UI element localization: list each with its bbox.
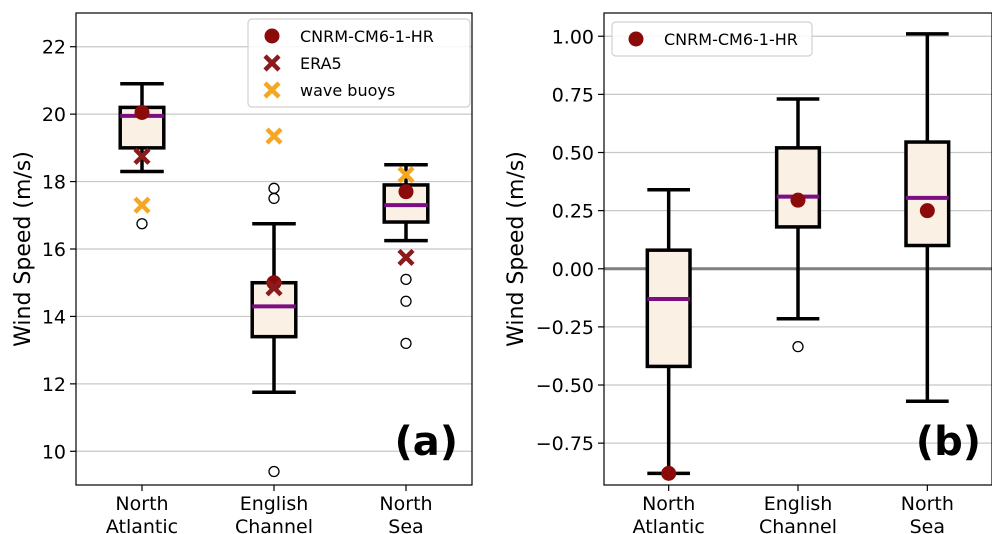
legend-label: CNRM-CM6-1-HR: [300, 27, 434, 46]
panel-a-ytick-label: 22: [42, 37, 66, 59]
box-iqr: [904, 140, 951, 248]
panel-b-ytick-label: 0.75: [552, 84, 594, 106]
panel-a-point-x-stroke-2: [133, 196, 151, 214]
panel-b-xtick-label: North Sea: [901, 493, 954, 534]
panel-a-point-circle: [398, 184, 414, 200]
legend-marker: [263, 81, 281, 99]
legend-label: ERA5: [300, 54, 342, 73]
panel-a-xtick-label-line: North: [115, 493, 168, 515]
outlier-point: [400, 337, 412, 350]
panel-a-legend: CNRM-CM6-1-HR ERA5 wave buoys: [247, 18, 471, 108]
panel-b-point-circle: [790, 192, 806, 208]
legend-marker-stroke-2: [263, 81, 281, 99]
panel-a-xtick-label-line: English: [240, 493, 309, 515]
panel-b-xtick-label-line: Sea: [910, 516, 945, 534]
panel-a-ytick-label: 16: [42, 239, 66, 261]
panel-a-xtick-label: North Sea: [379, 493, 432, 534]
panel-b-ytick-label: 0.25: [552, 201, 594, 223]
panel-a-box-3: [382, 162, 430, 350]
panel-a-xtick-label-line: Sea: [388, 516, 423, 534]
legend-frame: [247, 18, 471, 108]
outlier-point: [136, 218, 148, 230]
panel-b-letter: (b): [916, 419, 981, 465]
panel-a-point-x: [397, 166, 415, 184]
panel-b-xtick-label: English Channel: [759, 493, 837, 534]
panel-b-ytick-label: −0.75: [536, 433, 594, 455]
panel-a-box-2: [250, 182, 298, 478]
panel-b-xtick-label-line: Channel: [759, 516, 837, 534]
panel-a-point-x-stroke-2: [397, 166, 415, 184]
legend-marker: [264, 28, 280, 44]
panel-a-xtick-label-line: North: [379, 493, 432, 515]
panel-b-point-circle: [661, 465, 677, 481]
panel-a-point-circle: [134, 104, 150, 120]
outlier-point: [268, 465, 280, 478]
panel-b-xtick-label: North Atlantic: [633, 493, 705, 534]
panel-a-ytick-label: 14: [42, 306, 66, 328]
panel-b-chart: −0.75 −0.50 −0.25 0.00 0.25 0.50 0.75 1.00 North…: [504, 12, 992, 534]
panel-b-point-circle: [919, 203, 935, 219]
panel-a-point-x: [397, 248, 415, 267]
panel-a-ytick-label: 20: [42, 104, 66, 126]
outlier-point: [268, 192, 280, 205]
legend-marker: [628, 31, 644, 47]
legend-marker: [263, 54, 281, 72]
panel-a-point-x: [133, 147, 151, 165]
outlier-point: [268, 182, 280, 194]
panel-b-box-1: [645, 187, 692, 476]
panel-a-point-x: [265, 127, 283, 145]
panel-b-xtick-label-line: North: [642, 493, 695, 515]
panel-a-xtick-label: English Channel: [235, 493, 313, 534]
outlier-point: [400, 273, 412, 285]
panel-a-ytick-label: 10: [42, 441, 66, 463]
panel-a-xtick-label: North Atlantic: [106, 493, 178, 534]
panel-b-ytick-label: 0.00: [552, 259, 594, 281]
panel-a-point-x-stroke-2: [265, 127, 283, 145]
panel-b-box-3: [904, 32, 951, 404]
panel-a-ytick-label: 12: [42, 374, 66, 396]
legend-label: CNRM-CM6-1-HR: [664, 30, 798, 49]
panel-a-point-x-stroke-2: [133, 147, 151, 165]
panel-a-point-x-stroke-2: [397, 248, 415, 267]
legend-label: wave buoys: [300, 81, 395, 100]
panel-b-ytick-label: 1.00: [552, 26, 594, 48]
panel-b-legend: CNRM-CM6-1-HR: [611, 21, 813, 57]
box-iqr: [250, 280, 298, 339]
panel-b-ytick-label: 0.50: [552, 143, 594, 165]
legend-frame: [611, 21, 813, 57]
box-iqr: [645, 248, 692, 369]
box-iqr: [774, 146, 822, 229]
panel-b-ylabel: Wind Speed (m/s): [504, 151, 529, 347]
outlier-point: [400, 295, 412, 307]
panel-a-point-x: [265, 279, 283, 297]
panel-a-point-x: [133, 196, 151, 214]
panel-b-xtick-label-line: English: [764, 493, 833, 515]
panel-a-point-x-stroke-2: [265, 279, 283, 297]
panel-b-ytick-label: −0.25: [536, 317, 594, 339]
legend-marker-stroke-2: [263, 54, 281, 72]
panel-b-xtick-label-line: North: [901, 493, 954, 515]
panel-a-ytick-label: 18: [42, 172, 66, 194]
panel-a-xtick-label-line: Atlantic: [106, 516, 178, 534]
panel-a-letter: (a): [394, 419, 458, 465]
panel-b-xtick-label-line: Atlantic: [633, 516, 705, 534]
panel-a-ylabel: Wind Speed (m/s): [11, 151, 36, 347]
outlier-point: [792, 341, 804, 353]
panel-a-xtick-label-line: Channel: [235, 516, 313, 534]
panel-b-box-2: [774, 97, 822, 353]
panel-b-ytick-label: −0.50: [536, 375, 594, 397]
